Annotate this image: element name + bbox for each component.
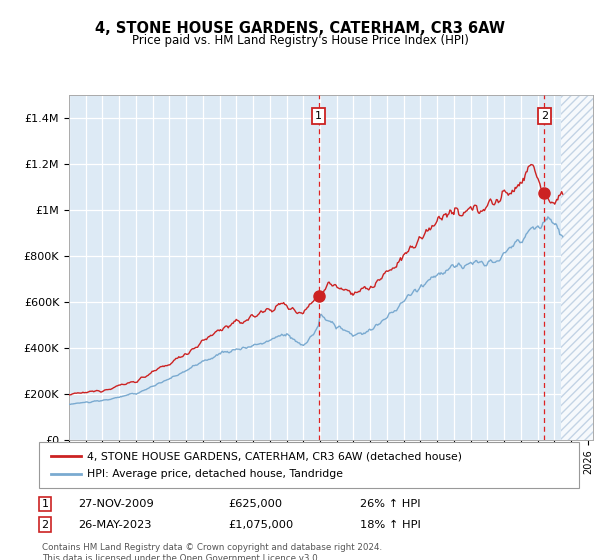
- Bar: [562, 95, 593, 440]
- Text: 26-MAY-2023: 26-MAY-2023: [78, 520, 151, 530]
- Text: £1,075,000: £1,075,000: [228, 520, 293, 530]
- Text: 1: 1: [315, 111, 322, 122]
- Text: 2: 2: [541, 111, 548, 122]
- Text: 27-NOV-2009: 27-NOV-2009: [78, 499, 154, 509]
- Text: 1: 1: [41, 499, 49, 509]
- Text: 18% ↑ HPI: 18% ↑ HPI: [360, 520, 421, 530]
- Bar: [562, 95, 593, 440]
- Text: 4, STONE HOUSE GARDENS, CATERHAM, CR3 6AW (detached house): 4, STONE HOUSE GARDENS, CATERHAM, CR3 6A…: [87, 451, 462, 461]
- Text: 4, STONE HOUSE GARDENS, CATERHAM, CR3 6AW: 4, STONE HOUSE GARDENS, CATERHAM, CR3 6A…: [95, 21, 505, 36]
- Text: £625,000: £625,000: [228, 499, 282, 509]
- Text: Contains HM Land Registry data © Crown copyright and database right 2024.
This d: Contains HM Land Registry data © Crown c…: [42, 543, 382, 560]
- Text: HPI: Average price, detached house, Tandridge: HPI: Average price, detached house, Tand…: [87, 469, 343, 479]
- Text: 2: 2: [41, 520, 49, 530]
- Text: 26% ↑ HPI: 26% ↑ HPI: [360, 499, 421, 509]
- Text: Price paid vs. HM Land Registry's House Price Index (HPI): Price paid vs. HM Land Registry's House …: [131, 34, 469, 46]
